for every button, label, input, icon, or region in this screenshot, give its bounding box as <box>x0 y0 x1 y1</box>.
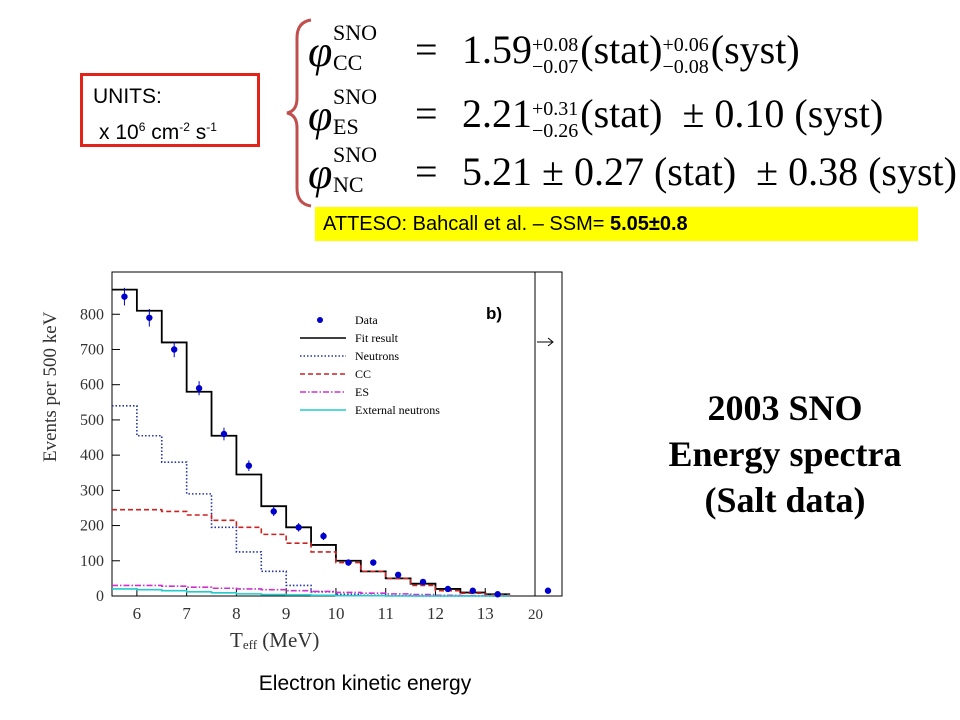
x-tick-label: 6 <box>133 604 142 623</box>
y-tick-label: 400 <box>80 447 104 464</box>
data-point <box>320 532 327 540</box>
y-axis-label: Events per 500 keV <box>40 311 61 462</box>
energy-spectrum-chart: 0 100 200 300 400 500 600 700 800 6 7 8 9 10 11 12 13 Da… <box>40 271 563 652</box>
data-point <box>544 587 552 594</box>
data-point <box>270 508 277 515</box>
data-point <box>345 559 352 566</box>
series-neutrons <box>112 405 511 597</box>
legend-label-data: Data <box>355 313 378 327</box>
panel-label: b) <box>486 304 502 323</box>
legend-label: Fit result <box>355 331 399 345</box>
equation-cc: φ SNO CC = 1.59 +0.08 −0.07 (stat) +0.06 −0.0… <box>308 20 800 78</box>
x-tick-label: 8 <box>232 604 241 623</box>
y-tick-label: 600 <box>80 377 104 394</box>
legend-marker-data <box>317 317 323 323</box>
x-axis-label: Teff (MeV) <box>230 628 319 652</box>
y-tick-label: 0 <box>96 588 104 605</box>
y-tick-label: 300 <box>80 482 104 499</box>
y-tick-label: 800 <box>80 306 104 323</box>
y-tick-label: 700 <box>80 341 104 358</box>
title-line-3: (Salt data) <box>704 480 866 520</box>
y-tick-label: 100 <box>80 553 104 570</box>
series-fit-result <box>112 288 511 596</box>
x-tick-label: 13 <box>477 604 494 623</box>
overflow-arrow-icon <box>537 337 554 347</box>
units-title: UNITS: <box>93 85 162 108</box>
x-tick-label: 12 <box>427 604 444 623</box>
data-point <box>394 571 402 579</box>
series-cc <box>112 508 511 596</box>
data-point <box>245 462 253 469</box>
x-tick-overflow: 20 <box>528 607 543 623</box>
y-tick-label: 500 <box>80 412 104 429</box>
units-value: x 106 cm-2 s-1 <box>99 120 217 144</box>
equation-es: φ SNO ES = 2.21 +0.31 −0.26 (stat) ± 0.10 (… <box>308 84 884 142</box>
side-title: 2003 SNO Energy spectra (Salt data) <box>620 385 950 523</box>
legend-label: External neutrons <box>355 403 440 417</box>
data-point <box>444 585 452 593</box>
data-point <box>295 524 302 531</box>
data-point <box>171 346 178 353</box>
units-box: UNITS: x 106 cm-2 s-1 <box>80 73 260 147</box>
legend-label: CC <box>355 367 371 381</box>
equation-nc: φ SNO NC = 5.21 ± 0.27 (stat) ± 0.38 (sy… <box>308 142 957 198</box>
title-line-1: 2003 SNO <box>707 388 863 428</box>
data-point <box>146 314 153 321</box>
title-line-2: Energy spectra <box>668 434 902 474</box>
data-point <box>494 591 501 598</box>
data-point <box>419 578 427 586</box>
data-point <box>469 587 476 594</box>
data-point <box>195 385 203 392</box>
expected-flux-banner: ATTESO: Bahcall et al. – SSM= 5.05±0.8 <box>315 207 918 241</box>
x-tick-label: 9 <box>282 604 291 623</box>
y-tick-label: 200 <box>80 518 104 535</box>
x-tick-label: 11 <box>378 604 394 623</box>
series-external-neutrons <box>112 588 511 597</box>
legend-label: Neutrons <box>355 349 399 363</box>
x-tick-label: 10 <box>327 604 344 623</box>
x-caption: Electron kinetic energy <box>258 672 472 695</box>
x-tick-label: 7 <box>182 604 191 623</box>
legend-label: ES <box>355 385 369 399</box>
curly-brace-icon <box>286 18 312 208</box>
data-point <box>220 430 228 438</box>
data-point <box>370 559 377 566</box>
data-point <box>121 293 128 300</box>
